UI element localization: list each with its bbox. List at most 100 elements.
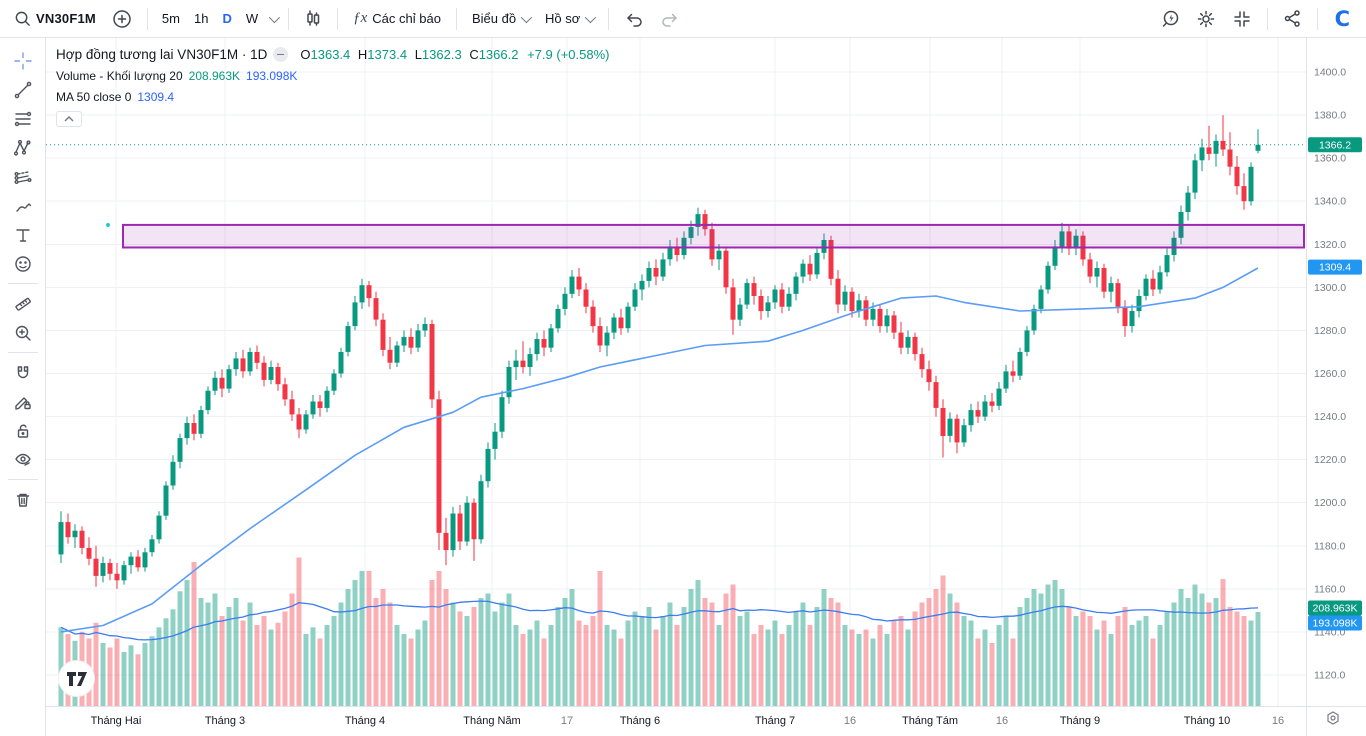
alert-button[interactable] (1152, 4, 1188, 34)
candle-body (317, 401, 323, 408)
rectangle-drawing[interactable] (122, 223, 1305, 249)
volume-bar (961, 616, 967, 706)
plus-circle-icon (112, 9, 132, 29)
broker-logo[interactable]: C (1334, 6, 1350, 31)
volume-bar (1206, 602, 1212, 706)
crosshair-tool-button[interactable] (6, 46, 40, 75)
time-tick-label: 16 (996, 715, 1008, 727)
volume-bar (954, 602, 960, 706)
volume-bar (471, 607, 477, 706)
volume-bar (233, 598, 239, 706)
fib-retracement-tool-button[interactable] (6, 104, 40, 133)
pattern-tool-button[interactable] (6, 133, 40, 162)
legend-ma-row[interactable]: MA 50 close 0 1309.4 (56, 86, 609, 107)
text-tool-button[interactable] (6, 220, 40, 249)
candle-body (1213, 140, 1219, 154)
volume-ma-line (60, 600, 1259, 641)
candle-body (989, 401, 995, 406)
volume-bar (324, 625, 330, 706)
candle-body (765, 302, 771, 311)
candle-body (506, 367, 512, 398)
time-axis[interactable]: Tháng Hai Tháng 3 Tháng 4 Tháng Năm 17 Tháng … (91, 715, 1285, 727)
interval-1h-button[interactable]: 1h (193, 11, 209, 26)
ruler-icon (14, 297, 31, 311)
volume-bar (261, 616, 267, 706)
legend-main-row[interactable]: Hợp đồng tương lai VN30F1M · 1D O1363.4 … (56, 44, 609, 65)
chart-menu-button[interactable]: Biểu đồ (464, 4, 537, 34)
forecast-tool-button[interactable] (6, 162, 40, 191)
chart-style-button[interactable] (296, 4, 330, 34)
share-button[interactable] (1275, 4, 1310, 34)
volume-bar (303, 634, 309, 706)
profile-menu-button[interactable]: Hồ sơ (537, 4, 601, 34)
search-icon (14, 10, 31, 27)
axis-settings-gear-icon[interactable] (1327, 711, 1339, 725)
emoji-tool-button[interactable] (6, 249, 40, 278)
redo-button[interactable] (652, 4, 688, 34)
candle-body (338, 352, 344, 374)
brush-tool-button[interactable] (6, 191, 40, 220)
candle-body (807, 263, 813, 275)
price-tick-label: 1400.0 (1314, 67, 1346, 79)
volume-bar (394, 625, 400, 706)
time-tick-label: Tháng 3 (205, 715, 245, 727)
interval-menu-button[interactable] (265, 4, 281, 34)
magnet-tool-button[interactable] (6, 358, 40, 387)
ma50-value-badge: 1309.4 (1308, 259, 1362, 275)
ruler-tool-button[interactable] (6, 289, 40, 318)
candle-body (1227, 149, 1233, 167)
price-axis[interactable]: 1400.0 1380.0 1360.0 1340.0 1320.0 1300.0 1280… (1314, 67, 1346, 682)
volume-bar (184, 580, 190, 706)
volume-bar (107, 647, 113, 706)
volume-bar (576, 620, 582, 706)
volume-bar (982, 629, 988, 706)
drawing-anchor-dot[interactable] (106, 223, 110, 227)
settings-button[interactable] (1188, 4, 1224, 34)
volume-bar (520, 634, 526, 706)
volume-bar (1052, 580, 1058, 706)
volume-bar (646, 607, 652, 706)
lock-all-drawings-button[interactable] (6, 416, 40, 445)
zoom-in-tool-button[interactable] (6, 318, 40, 347)
legend-collapse-button[interactable] (56, 111, 82, 127)
legend-symbol-title: Hợp đồng tương lai VN30F1M · 1D (56, 47, 268, 62)
volume-bar (926, 598, 932, 706)
undo-button[interactable] (616, 4, 652, 34)
legend-collapse-icon[interactable] (273, 47, 289, 62)
interval-1d-button[interactable]: D (222, 11, 232, 26)
last-price-badge-bg (1308, 137, 1362, 153)
legend-volume-row[interactable]: Volume - Khối lượng 20 208.963K 193.098K (56, 65, 609, 86)
volume-bar (618, 638, 624, 706)
volume-bar (527, 629, 533, 706)
price-tick-label: 1380.0 (1314, 110, 1346, 122)
volume-bar (1073, 616, 1079, 706)
candle-body (709, 229, 715, 260)
volume-bar (989, 643, 995, 706)
stay-in-drawing-mode-button[interactable] (6, 387, 40, 416)
trend-line-tool-button[interactable] (6, 75, 40, 104)
fullscreen-button[interactable] (1224, 4, 1260, 34)
candle-body (380, 319, 386, 350)
price-tick-label: 1120.0 (1314, 670, 1345, 682)
indicators-button[interactable]: ƒx Các chỉ báo (345, 4, 449, 34)
volume-bar (1227, 607, 1233, 706)
volume-bar (800, 602, 806, 706)
candle-body (387, 349, 393, 363)
candle-body (723, 250, 729, 288)
remove-drawings-button[interactable] (6, 485, 40, 514)
volume-bar (1066, 607, 1072, 706)
price-tick-label: 1320.0 (1314, 239, 1346, 251)
candle-body (1164, 255, 1170, 273)
interval-1w-button[interactable]: W (245, 11, 259, 26)
compare-add-symbol-button[interactable] (104, 4, 140, 34)
volume-bar (849, 629, 855, 706)
zoom-in-icon (15, 325, 31, 341)
volume-bar (709, 602, 715, 706)
trend-line-icon (14, 81, 31, 98)
hide-all-drawings-button[interactable] (6, 445, 40, 474)
volume-bar (604, 625, 610, 706)
symbol-search-button[interactable]: VN30F1M (6, 4, 104, 34)
interval-5m-button[interactable]: 5m (161, 11, 180, 26)
